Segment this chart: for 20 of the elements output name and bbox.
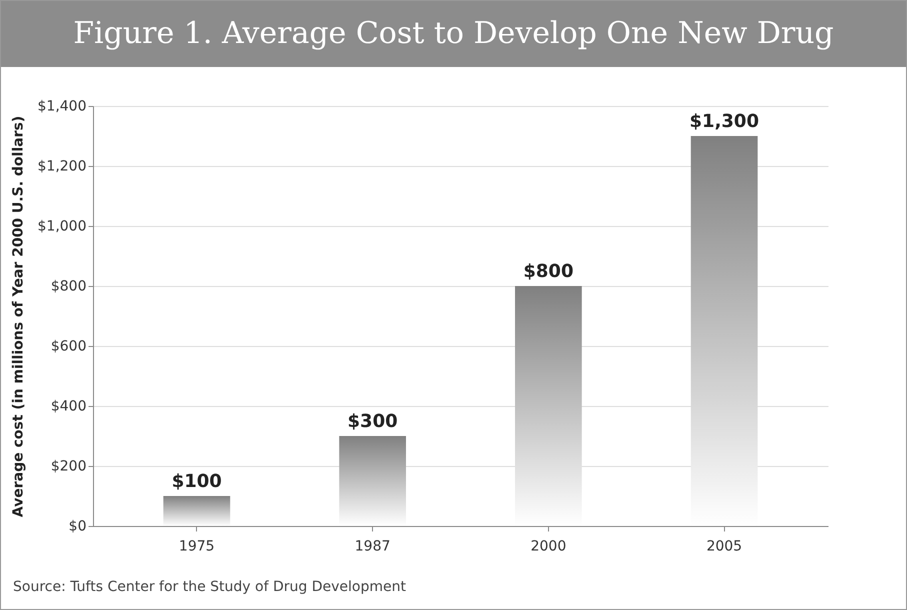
data-label: $1,300 — [690, 111, 759, 132]
bar — [163, 496, 230, 526]
chart-title: Figure 1. Average Cost to Develop One New Drug — [1, 1, 906, 67]
x-tick-label: 1975 — [178, 538, 215, 554]
y-tick-label: $1,400 — [38, 98, 86, 114]
data-label: $300 — [348, 411, 398, 432]
source-note: Source: Tufts Center for the Study of Drug Development — [13, 579, 406, 595]
x-tick-label: 1987 — [354, 538, 390, 554]
y-tick-label: $1,200 — [38, 158, 86, 174]
data-label: $100 — [172, 471, 222, 492]
y-tick-label: $800 — [50, 278, 86, 294]
y-tick-label: $400 — [50, 398, 86, 414]
y-tick-label: $600 — [50, 338, 86, 354]
x-tick-label: 2005 — [706, 538, 742, 554]
data-label: $800 — [523, 261, 574, 282]
y-axis-title: Average cost (in millions of Year 2000 U.S. dollars) — [10, 116, 27, 518]
y-tick-label: $0 — [68, 518, 86, 534]
y-tick-label: $1,000 — [38, 218, 86, 234]
y-tick-label: $200 — [50, 458, 86, 474]
x-tick-label: 2000 — [530, 538, 566, 554]
